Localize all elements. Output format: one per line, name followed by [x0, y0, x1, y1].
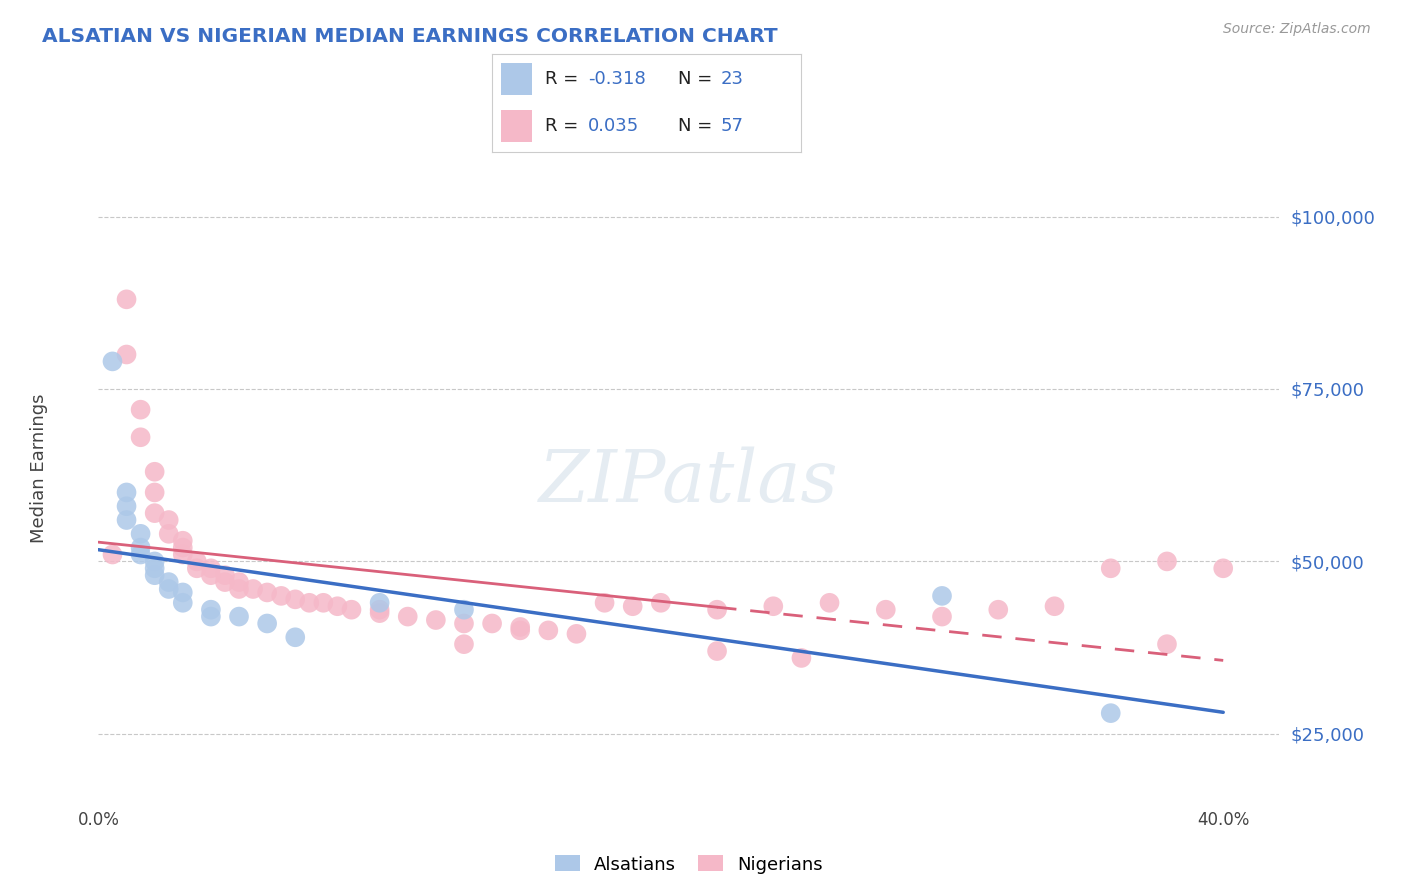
Point [186, 561, 208, 575]
Point [425, 613, 447, 627]
Point [284, 630, 307, 644]
Point [172, 596, 194, 610]
Point [270, 589, 292, 603]
Point [200, 609, 222, 624]
Text: R =: R = [544, 70, 583, 88]
Point [200, 603, 222, 617]
Point [256, 616, 278, 631]
Point [509, 830, 531, 845]
Point [621, 599, 644, 614]
Point [790, 651, 813, 665]
Point [172, 541, 194, 555]
Point [228, 575, 250, 590]
Point [706, 644, 728, 658]
Point [284, 592, 307, 607]
Point [129, 402, 152, 417]
Point [214, 568, 236, 582]
Point [143, 485, 166, 500]
Point [157, 582, 180, 596]
Bar [502, 63, 533, 95]
Point [157, 526, 180, 541]
Point [228, 582, 250, 596]
Text: N =: N = [678, 70, 717, 88]
Text: ZIPatlas: ZIPatlas [538, 446, 839, 517]
Point [368, 606, 391, 620]
Point [987, 603, 1010, 617]
Point [186, 554, 208, 568]
Point [242, 582, 264, 596]
Point [228, 609, 250, 624]
Point [172, 585, 194, 599]
Point [565, 627, 588, 641]
Point [509, 624, 531, 638]
Point [143, 465, 166, 479]
Point [172, 548, 194, 562]
Point [143, 554, 166, 568]
Point [101, 548, 124, 562]
Text: 0.035: 0.035 [588, 117, 640, 135]
Point [200, 568, 222, 582]
Point [157, 513, 180, 527]
Point [706, 603, 728, 617]
Point [368, 603, 391, 617]
Text: Median Earnings: Median Earnings [31, 393, 48, 543]
Point [115, 293, 138, 307]
Point [509, 620, 531, 634]
Text: -0.318: -0.318 [588, 70, 645, 88]
Point [143, 561, 166, 575]
Point [537, 624, 560, 638]
Point [1099, 706, 1122, 720]
Text: 57: 57 [721, 117, 744, 135]
Text: ALSATIAN VS NIGERIAN MEDIAN EARNINGS CORRELATION CHART: ALSATIAN VS NIGERIAN MEDIAN EARNINGS COR… [42, 27, 778, 45]
Bar [502, 111, 533, 142]
Point [143, 506, 166, 520]
Text: Source: ZipAtlas.com: Source: ZipAtlas.com [1223, 22, 1371, 37]
Point [129, 541, 152, 555]
Point [593, 596, 616, 610]
Point [1099, 561, 1122, 575]
Point [143, 568, 166, 582]
Text: 23: 23 [721, 70, 744, 88]
Point [1156, 637, 1178, 651]
Point [214, 575, 236, 590]
Point [453, 616, 475, 631]
Point [368, 596, 391, 610]
Point [298, 596, 321, 610]
Point [129, 430, 152, 444]
Point [157, 575, 180, 590]
Point [453, 637, 475, 651]
Legend: Alsatians, Nigerians: Alsatians, Nigerians [547, 848, 831, 880]
Point [1043, 599, 1066, 614]
Point [396, 609, 419, 624]
Point [312, 596, 335, 610]
Point [129, 548, 152, 562]
Point [650, 596, 672, 610]
Text: N =: N = [678, 117, 717, 135]
Point [101, 354, 124, 368]
Point [762, 599, 785, 614]
Point [453, 603, 475, 617]
Point [931, 609, 953, 624]
Point [200, 561, 222, 575]
Point [129, 526, 152, 541]
Point [115, 485, 138, 500]
Point [931, 589, 953, 603]
Point [256, 585, 278, 599]
Point [115, 500, 138, 514]
Point [340, 603, 363, 617]
Point [818, 596, 841, 610]
Text: R =: R = [544, 117, 583, 135]
Point [481, 616, 503, 631]
Point [326, 599, 349, 614]
Point [115, 347, 138, 361]
Point [1156, 554, 1178, 568]
Point [115, 513, 138, 527]
Point [172, 533, 194, 548]
Point [875, 603, 897, 617]
Point [1212, 561, 1234, 575]
